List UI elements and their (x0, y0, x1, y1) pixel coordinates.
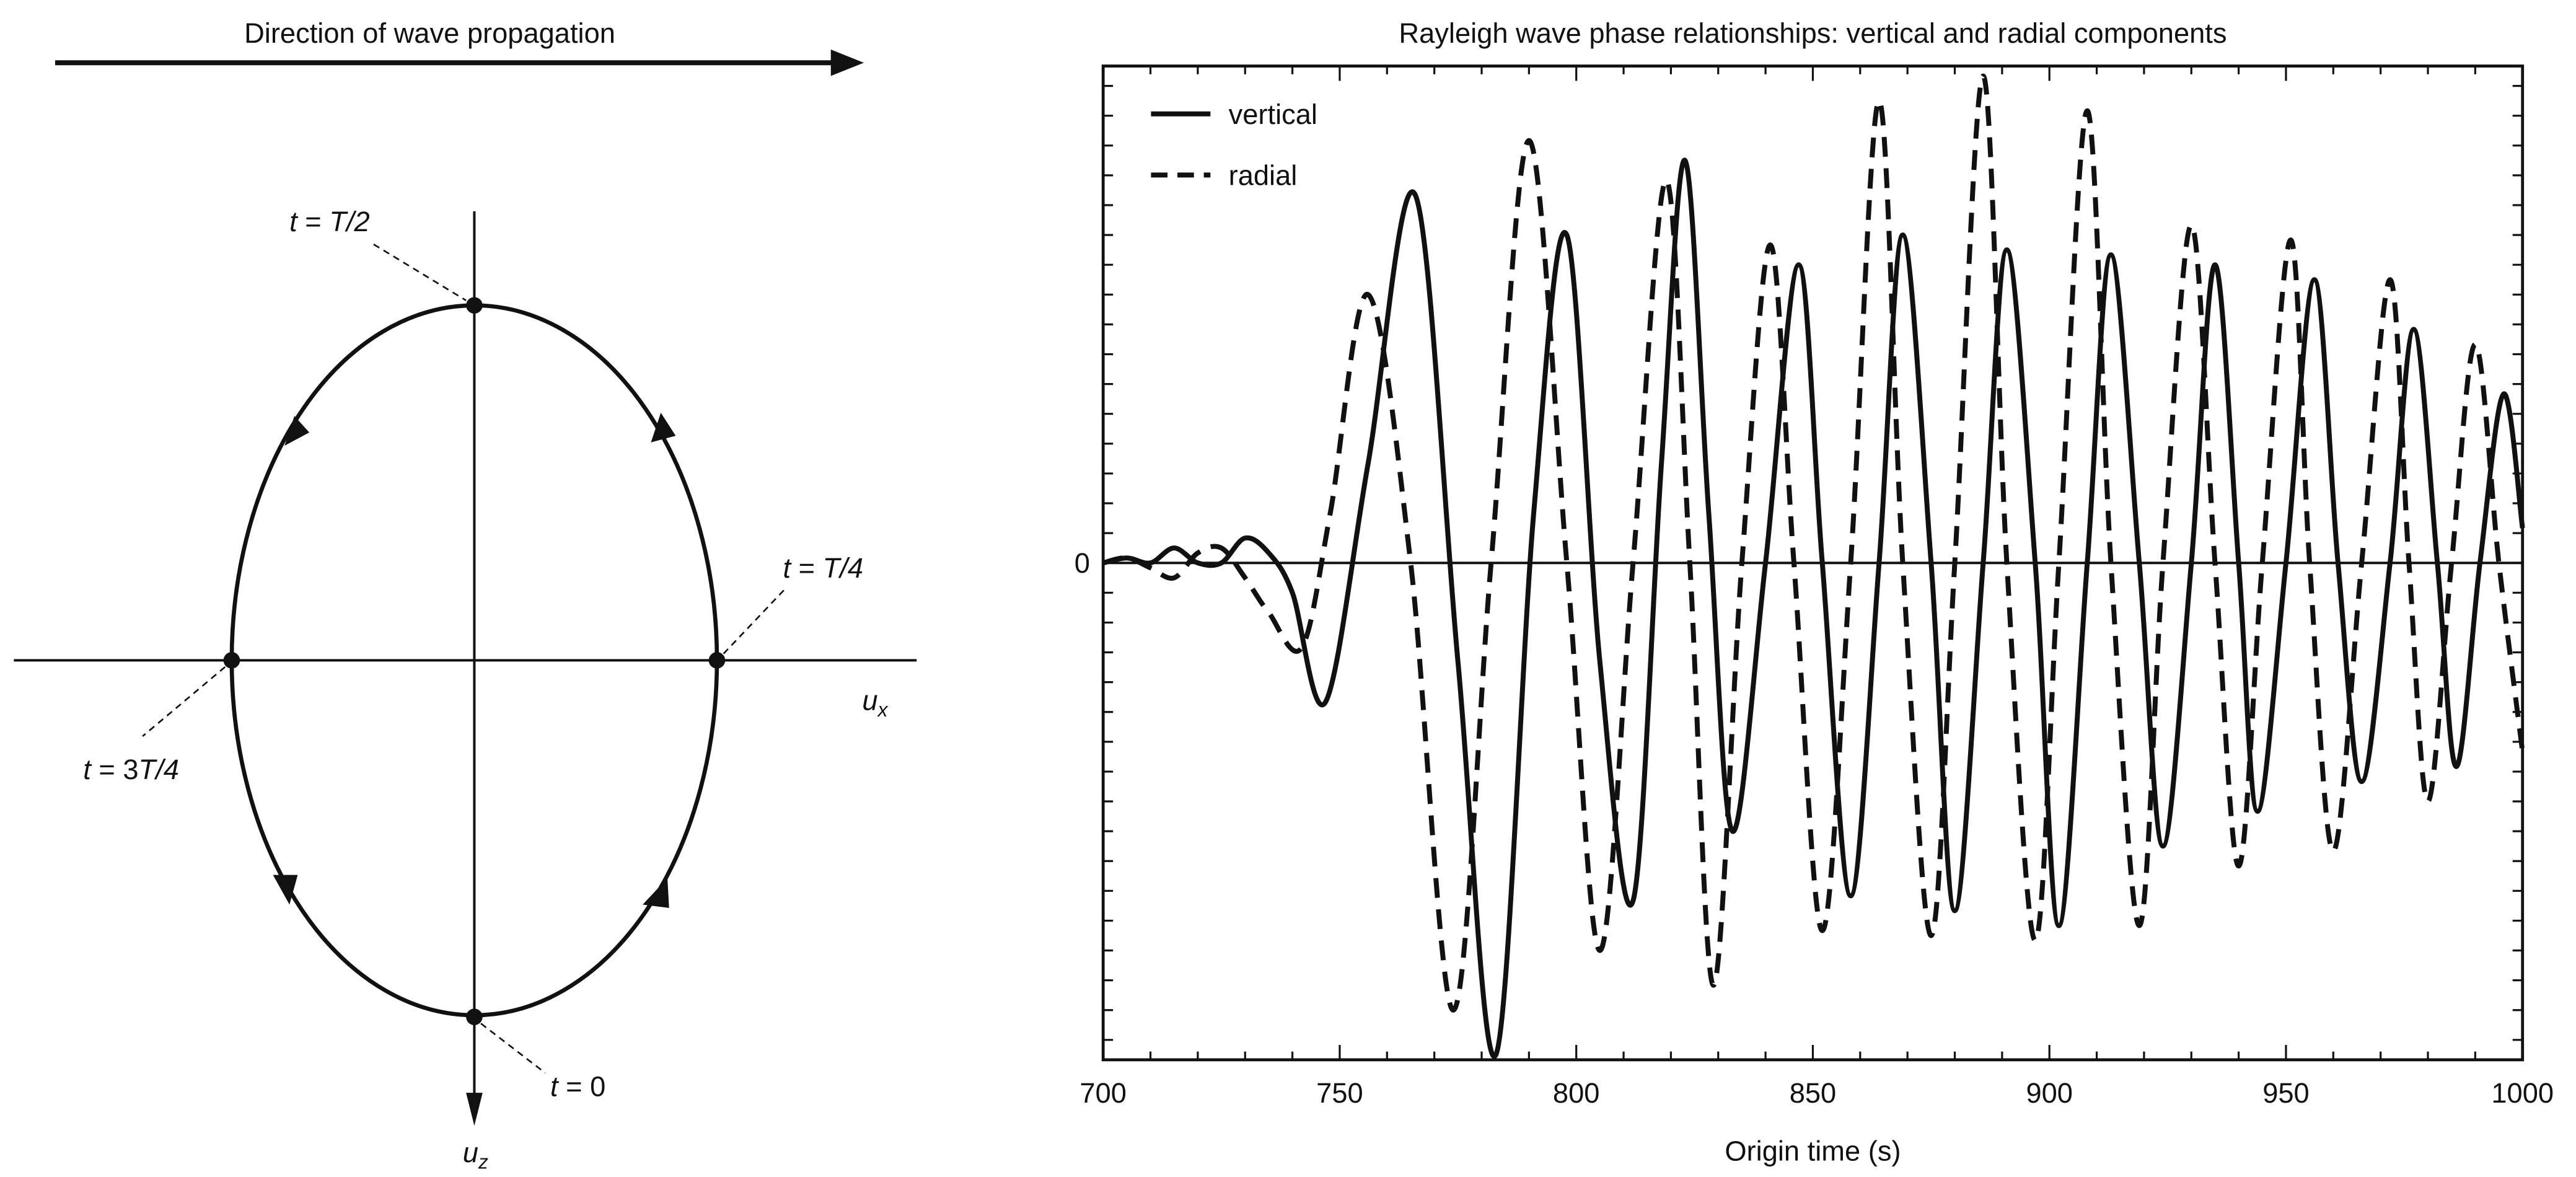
legend: vertical radial (1151, 99, 1317, 191)
series-lines (1102, 73, 2525, 1059)
x-tick-label: 950 (2262, 1077, 2310, 1109)
motion-arrow-icon (643, 878, 669, 908)
legend-label-vertical: vertical (1229, 99, 1317, 130)
point-t-zero (466, 1008, 483, 1025)
x-axis-label: Origin time (s) (1725, 1135, 1901, 1166)
x-tick-label: 850 (1790, 1077, 1837, 1109)
series-line-radial (1102, 73, 2525, 1013)
label-t-three-quarter: t = 3T/4 (83, 754, 179, 785)
plot-frame (1101, 64, 2525, 1062)
legend-label-radial: radial (1229, 159, 1298, 191)
x-tick-label: 800 (1553, 1077, 1600, 1109)
x-tick-label: 750 (1316, 1077, 1363, 1109)
x-tick-labels: 700 750 800 850 900 950 1000 (1079, 1077, 2554, 1109)
ux-label: ux (862, 684, 888, 721)
label-t-half: t = T/2 (289, 206, 370, 237)
chart-title: Rayleigh wave phase relationships: verti… (1399, 17, 2227, 49)
arrowhead-icon (830, 49, 864, 76)
leader-line (480, 1023, 546, 1074)
x-tick-label: 700 (1079, 1077, 1127, 1109)
leader-line (373, 244, 467, 301)
y-tick-label-zero: 0 (1075, 547, 1090, 579)
point-t-three-quarter (223, 652, 240, 669)
particle-motion-diagram: Direction of wave propagation t = T/2 t … (14, 17, 917, 1173)
motion-arrow-icon (284, 416, 310, 446)
label-t-zero: t = 0 (550, 1070, 605, 1102)
motion-arrow-icon (651, 412, 676, 443)
uz-arrow-icon (466, 1093, 483, 1126)
leader-line (723, 587, 787, 655)
seismogram-chart: Rayleigh wave phase relationships: verti… (1075, 17, 2554, 1166)
direction-label: Direction of wave propagation (244, 17, 615, 49)
uz-label: uz (463, 1137, 488, 1173)
point-t-half (466, 297, 483, 314)
x-tick-label: 900 (2026, 1077, 2073, 1109)
x-tick-label: 1000 (2491, 1077, 2554, 1109)
leader-line (142, 666, 226, 737)
series-line-vertical (1102, 157, 2525, 1059)
label-t-quarter: t = T/4 (783, 552, 864, 584)
point-t-quarter (708, 652, 726, 669)
motion-arrow-icon (273, 875, 298, 905)
